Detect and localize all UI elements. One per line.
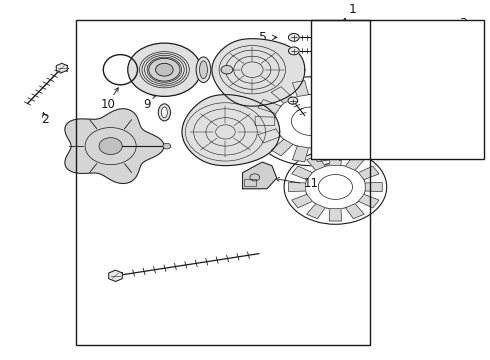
Text: 4: 4 bbox=[340, 17, 347, 30]
Text: 1: 1 bbox=[348, 4, 356, 17]
Circle shape bbox=[221, 66, 233, 74]
Polygon shape bbox=[341, 129, 364, 143]
Polygon shape bbox=[334, 137, 346, 147]
Text: 11: 11 bbox=[304, 177, 318, 190]
Polygon shape bbox=[307, 155, 325, 170]
Text: 9: 9 bbox=[144, 98, 151, 111]
Circle shape bbox=[149, 58, 180, 81]
Polygon shape bbox=[212, 39, 305, 106]
Text: 6: 6 bbox=[259, 44, 267, 57]
Polygon shape bbox=[347, 117, 367, 126]
Polygon shape bbox=[182, 95, 280, 166]
Bar bbox=[311, 20, 485, 158]
Circle shape bbox=[128, 43, 201, 96]
Circle shape bbox=[99, 138, 122, 154]
Polygon shape bbox=[289, 183, 306, 192]
Polygon shape bbox=[56, 63, 67, 73]
Circle shape bbox=[289, 33, 299, 41]
Text: 10: 10 bbox=[101, 98, 116, 111]
Circle shape bbox=[447, 98, 462, 109]
Circle shape bbox=[156, 63, 173, 76]
Bar bbox=[76, 20, 369, 345]
Ellipse shape bbox=[158, 104, 171, 121]
Polygon shape bbox=[293, 146, 309, 162]
Bar bbox=[244, 179, 256, 185]
Polygon shape bbox=[358, 194, 379, 208]
Polygon shape bbox=[329, 153, 342, 165]
Polygon shape bbox=[255, 117, 275, 126]
Polygon shape bbox=[314, 146, 329, 162]
Polygon shape bbox=[65, 109, 164, 184]
Polygon shape bbox=[345, 155, 364, 170]
Polygon shape bbox=[329, 139, 351, 156]
Ellipse shape bbox=[161, 107, 167, 118]
Polygon shape bbox=[433, 21, 443, 31]
Circle shape bbox=[163, 143, 171, 149]
Polygon shape bbox=[365, 183, 382, 192]
Text: 3: 3 bbox=[459, 17, 467, 30]
Polygon shape bbox=[292, 194, 312, 208]
Polygon shape bbox=[314, 81, 329, 96]
Polygon shape bbox=[329, 87, 351, 103]
Polygon shape bbox=[271, 139, 293, 156]
Polygon shape bbox=[307, 204, 325, 219]
Polygon shape bbox=[345, 204, 364, 219]
Text: 5: 5 bbox=[259, 31, 267, 44]
Circle shape bbox=[447, 80, 462, 91]
Polygon shape bbox=[386, 21, 397, 31]
Polygon shape bbox=[358, 166, 379, 180]
Polygon shape bbox=[433, 68, 475, 132]
Polygon shape bbox=[258, 99, 281, 114]
Ellipse shape bbox=[199, 61, 207, 78]
Text: 2: 2 bbox=[41, 113, 49, 126]
Text: 8: 8 bbox=[361, 82, 368, 95]
Polygon shape bbox=[292, 166, 312, 180]
Bar bbox=[343, 84, 358, 94]
Polygon shape bbox=[329, 209, 342, 221]
Circle shape bbox=[288, 97, 298, 104]
Ellipse shape bbox=[196, 57, 211, 82]
Polygon shape bbox=[271, 87, 293, 103]
Circle shape bbox=[289, 47, 299, 55]
Polygon shape bbox=[258, 129, 281, 143]
Polygon shape bbox=[293, 81, 309, 96]
Polygon shape bbox=[243, 162, 277, 189]
Text: 7: 7 bbox=[337, 152, 344, 165]
Polygon shape bbox=[341, 99, 364, 114]
Polygon shape bbox=[109, 270, 122, 282]
